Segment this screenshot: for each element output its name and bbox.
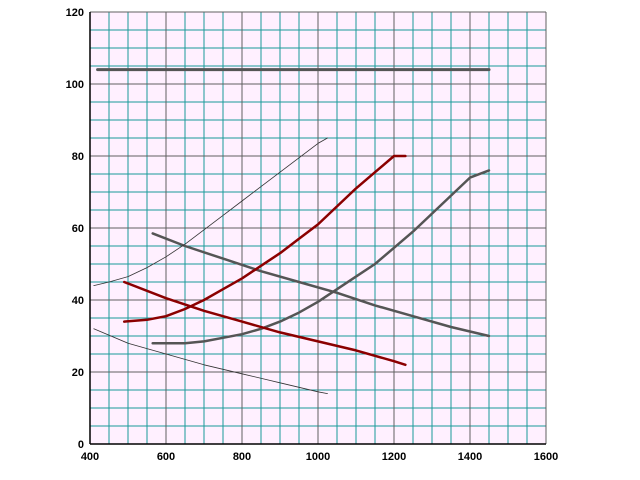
series-line-7	[93, 328, 328, 395]
x-tick-label: 400	[81, 451, 99, 463]
x-tick-label: 1400	[458, 451, 482, 463]
x-tick-labels: 400 600 800 1000 1200 1400 1600	[81, 451, 558, 463]
y-tick-label: 40	[72, 295, 84, 307]
y-tick-label: 80	[72, 151, 84, 163]
y-tick-label: 20	[72, 367, 84, 379]
y-tick-label: 60	[72, 223, 84, 235]
series-layer	[93, 68, 491, 395]
y-tick-labels: 0 20 40 60 80 100 120	[66, 7, 84, 451]
series-line-3	[151, 169, 491, 345]
y-tick-label: 0	[78, 439, 84, 451]
axes	[89, 12, 546, 445]
x-tick-label: 1000	[306, 451, 330, 463]
x-tick-label: 1600	[534, 451, 558, 463]
series-line-6	[93, 137, 328, 287]
x-tick-label: 1200	[382, 451, 406, 463]
series-line-4	[122, 154, 407, 323]
x-tick-label: 800	[233, 451, 251, 463]
x-tick-label: 600	[157, 451, 175, 463]
series-line-5	[122, 280, 407, 367]
y-tick-label: 100	[66, 79, 84, 91]
y-tick-label: 120	[66, 7, 84, 19]
series-line-2	[151, 232, 491, 338]
